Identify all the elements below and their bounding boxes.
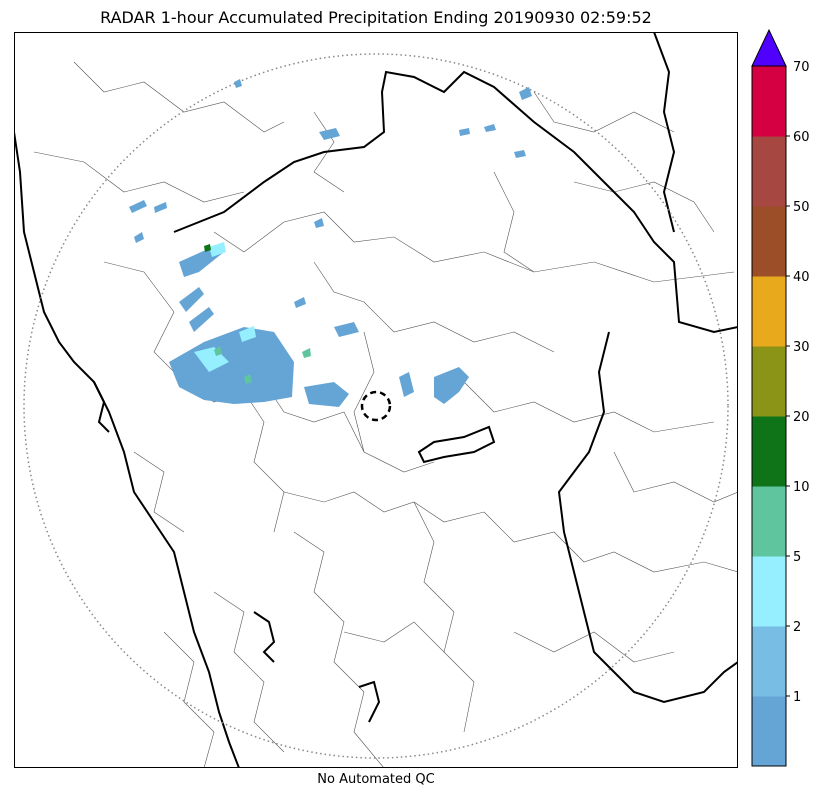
- colorbar-bin: [752, 66, 786, 137]
- precipitation-colorbar: 1 2 5 10 20 30 40 50 60 70: [740, 28, 825, 772]
- colorbar-bin: [752, 556, 786, 627]
- state-borders: [13, 31, 739, 769]
- colorbar-tick-label: 5: [793, 550, 801, 565]
- qc-note: No Automated QC: [317, 772, 435, 787]
- colorbar-tick-label: 20: [793, 410, 810, 425]
- map-title: RADAR 1-hour Accumulated Precipitation E…: [100, 8, 652, 27]
- colorbar-tick-label: 50: [793, 200, 810, 215]
- colorbar-bin: [752, 136, 786, 207]
- colorbar-bin: [752, 626, 786, 697]
- map-border: [14, 32, 738, 768]
- colorbar-tick-label: 1: [793, 690, 801, 705]
- colorbar-tick-label: 40: [793, 270, 810, 285]
- colorbar-bin: [752, 416, 786, 487]
- district-borders: [33, 61, 739, 769]
- colorbar-top-label: 70: [793, 60, 810, 75]
- radar-range-ring: [23, 53, 729, 759]
- colorbar-bin: [752, 696, 786, 767]
- colorbar-tick-label: 10: [793, 480, 810, 495]
- colorbar-tick-label: 60: [793, 130, 810, 145]
- colorbar-bin: [752, 346, 786, 417]
- colorbar-bin: [752, 276, 786, 347]
- precipitation-echoes: [129, 79, 532, 407]
- colorbar-bin: [752, 206, 786, 277]
- colorbar-extend-arrow: [751, 28, 787, 67]
- radar-site-marker[interactable]: [360, 390, 392, 422]
- colorbar-tick-label: 30: [793, 340, 810, 355]
- colorbar-tick-label: 2: [793, 620, 801, 635]
- radar-map[interactable]: [13, 31, 739, 769]
- colorbar-bin: [752, 486, 786, 557]
- colorbar-frame: [751, 65, 787, 767]
